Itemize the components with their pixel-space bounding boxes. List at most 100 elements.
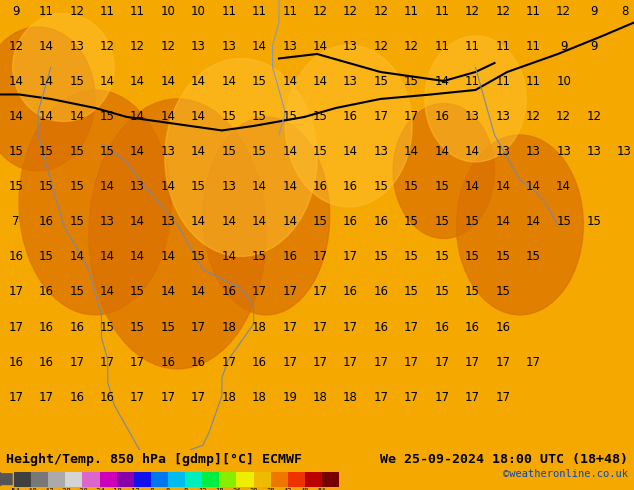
Text: 11: 11 bbox=[495, 75, 510, 88]
Ellipse shape bbox=[393, 103, 495, 239]
Bar bbox=[100, 471, 117, 487]
Text: 11: 11 bbox=[434, 5, 450, 18]
Text: 14: 14 bbox=[434, 145, 450, 158]
Text: 14: 14 bbox=[434, 75, 450, 88]
Text: 18: 18 bbox=[221, 320, 236, 334]
Text: 15: 15 bbox=[586, 215, 602, 228]
Text: 14: 14 bbox=[526, 215, 541, 228]
Text: 14: 14 bbox=[130, 250, 145, 263]
Text: 15: 15 bbox=[404, 215, 419, 228]
Text: 12: 12 bbox=[343, 5, 358, 18]
Text: 15: 15 bbox=[252, 145, 267, 158]
Text: 17: 17 bbox=[191, 391, 206, 404]
Text: 16: 16 bbox=[373, 286, 389, 298]
Text: 17: 17 bbox=[495, 391, 510, 404]
Bar bbox=[185, 471, 202, 487]
Text: 16: 16 bbox=[69, 320, 84, 334]
Text: 17: 17 bbox=[130, 391, 145, 404]
Text: 15: 15 bbox=[191, 180, 206, 193]
Ellipse shape bbox=[456, 135, 583, 315]
Text: 15: 15 bbox=[69, 215, 84, 228]
Text: 17: 17 bbox=[282, 320, 297, 334]
Ellipse shape bbox=[0, 27, 95, 171]
Text: 17: 17 bbox=[465, 391, 480, 404]
Text: 16: 16 bbox=[282, 250, 297, 263]
Text: 15: 15 bbox=[39, 145, 54, 158]
Text: 18: 18 bbox=[343, 391, 358, 404]
Text: 15: 15 bbox=[373, 75, 389, 88]
Text: 15: 15 bbox=[252, 250, 267, 263]
Text: 14: 14 bbox=[282, 215, 297, 228]
Text: 15: 15 bbox=[282, 110, 297, 123]
Text: 15: 15 bbox=[69, 75, 84, 88]
Text: 14: 14 bbox=[526, 180, 541, 193]
Text: 16: 16 bbox=[434, 110, 450, 123]
Text: 15: 15 bbox=[434, 215, 450, 228]
Text: 14: 14 bbox=[130, 75, 145, 88]
Text: 48: 48 bbox=[301, 489, 309, 490]
Text: 11: 11 bbox=[130, 5, 145, 18]
Text: 17: 17 bbox=[313, 250, 328, 263]
Text: 17: 17 bbox=[252, 286, 267, 298]
Text: 16: 16 bbox=[39, 320, 54, 334]
Text: 18: 18 bbox=[215, 489, 224, 490]
Text: 13: 13 bbox=[100, 215, 115, 228]
Text: 15: 15 bbox=[434, 286, 450, 298]
Text: 14: 14 bbox=[252, 40, 267, 53]
Text: 15: 15 bbox=[191, 250, 206, 263]
Text: 12: 12 bbox=[586, 110, 602, 123]
Text: 12: 12 bbox=[404, 40, 419, 53]
Text: -38: -38 bbox=[59, 489, 72, 490]
Ellipse shape bbox=[13, 14, 114, 122]
Text: 11: 11 bbox=[100, 5, 115, 18]
Text: 17: 17 bbox=[221, 356, 236, 368]
Text: 54: 54 bbox=[318, 489, 327, 490]
Text: 17: 17 bbox=[434, 391, 450, 404]
Text: 12: 12 bbox=[160, 40, 176, 53]
Text: 9: 9 bbox=[590, 40, 598, 53]
Text: 16: 16 bbox=[221, 286, 236, 298]
Text: 15: 15 bbox=[373, 180, 389, 193]
Text: 17: 17 bbox=[404, 320, 419, 334]
Text: 17: 17 bbox=[465, 356, 480, 368]
Text: 14: 14 bbox=[8, 110, 23, 123]
Text: 14: 14 bbox=[282, 75, 297, 88]
Text: 15: 15 bbox=[495, 250, 510, 263]
Text: 13: 13 bbox=[465, 110, 480, 123]
Text: 16: 16 bbox=[495, 320, 510, 334]
Bar bbox=[288, 471, 305, 487]
Text: 16: 16 bbox=[100, 391, 115, 404]
Text: 15: 15 bbox=[39, 180, 54, 193]
Text: 15: 15 bbox=[465, 215, 480, 228]
Text: 17: 17 bbox=[191, 320, 206, 334]
Bar bbox=[168, 471, 185, 487]
Text: 16: 16 bbox=[191, 356, 206, 368]
Text: 17: 17 bbox=[69, 356, 84, 368]
Text: Height/Temp. 850 hPa [gdmp][°C] ECMWF: Height/Temp. 850 hPa [gdmp][°C] ECMWF bbox=[6, 453, 302, 466]
Text: 17: 17 bbox=[313, 286, 328, 298]
Text: 13: 13 bbox=[343, 40, 358, 53]
Text: 14: 14 bbox=[130, 145, 145, 158]
Text: 14: 14 bbox=[191, 75, 206, 88]
Text: 14: 14 bbox=[100, 286, 115, 298]
Text: 14: 14 bbox=[160, 286, 176, 298]
Text: 11: 11 bbox=[495, 40, 510, 53]
Bar bbox=[14, 471, 31, 487]
Text: 16: 16 bbox=[343, 286, 358, 298]
Text: 13: 13 bbox=[282, 40, 297, 53]
Text: 13: 13 bbox=[69, 40, 84, 53]
Text: 14: 14 bbox=[191, 110, 206, 123]
Text: 16: 16 bbox=[8, 250, 23, 263]
Text: 14: 14 bbox=[160, 110, 176, 123]
Bar bbox=[31, 471, 48, 487]
Text: 14: 14 bbox=[252, 215, 267, 228]
Text: 16: 16 bbox=[160, 356, 176, 368]
Text: 12: 12 bbox=[198, 489, 207, 490]
Text: 17: 17 bbox=[434, 356, 450, 368]
Bar bbox=[202, 471, 219, 487]
Text: 17: 17 bbox=[313, 320, 328, 334]
Text: 17: 17 bbox=[373, 110, 389, 123]
Text: 12: 12 bbox=[130, 40, 145, 53]
Text: 19: 19 bbox=[282, 391, 297, 404]
Text: 16: 16 bbox=[39, 356, 54, 368]
